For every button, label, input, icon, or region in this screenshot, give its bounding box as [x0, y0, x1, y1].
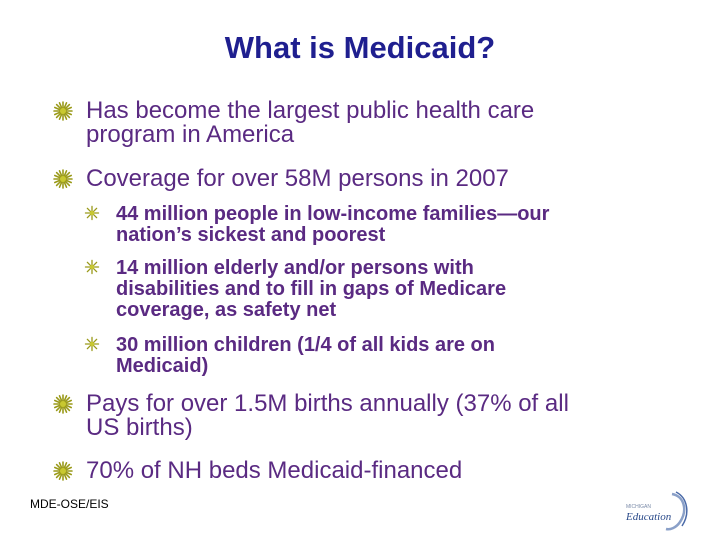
starburst-bullet-icon — [53, 394, 73, 414]
bullet-text: Coverage for over 58M persons in 2007 — [86, 165, 509, 192]
footer-text: MDE-OSE/EIS — [30, 497, 109, 511]
bullet-text: 14 million elderly and/or persons with d… — [116, 257, 507, 321]
logo-main-text: Education — [625, 511, 672, 523]
starburst-bullet-icon — [84, 259, 100, 275]
bullet-text: Has become the largest public health car… — [86, 97, 535, 148]
starburst-bullet-icon — [84, 336, 100, 352]
logo-small-text: MICHIGAN — [626, 504, 651, 510]
bullet-text: Pays for over 1.5M births annually (37% … — [86, 390, 569, 441]
starburst-bullet-icon — [84, 205, 100, 221]
starburst-bullet-icon — [53, 461, 73, 481]
michigan-education-logo: MICHIGAN Education — [625, 491, 688, 531]
bullet-text: 70% of NH beds Medicaid-financed — [86, 457, 463, 484]
starburst-bullet-icon — [53, 101, 73, 121]
bullet-text: 30 million children (1/4 of all kids are… — [116, 334, 495, 377]
slide-title: What is Medicaid? — [224, 30, 496, 65]
bullet-text: 44 million people in low-income families… — [116, 203, 550, 246]
starburst-bullet-icon — [53, 169, 73, 189]
